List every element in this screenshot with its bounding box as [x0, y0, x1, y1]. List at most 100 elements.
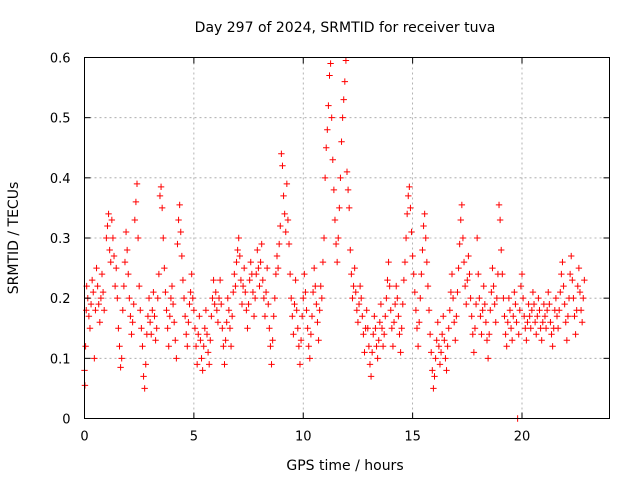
data-point: [306, 355, 314, 362]
data-point: [434, 319, 441, 326]
data-point: [207, 337, 214, 344]
data-point: [433, 337, 440, 344]
data-point: [407, 204, 414, 212]
data-point: [213, 307, 221, 314]
data-point: [353, 307, 361, 314]
data-point: [444, 343, 451, 350]
data-point: [232, 282, 239, 290]
data-point: [461, 282, 469, 290]
data-point: [552, 294, 560, 302]
data-point: [110, 252, 118, 260]
data-point: [302, 288, 309, 296]
data-point: [183, 331, 190, 338]
data-point: [92, 307, 99, 314]
data-point: [522, 325, 529, 332]
y-tick-label: 0.5: [50, 112, 71, 127]
data-point: [534, 313, 541, 320]
data-point: [435, 343, 443, 350]
data-point: [90, 288, 97, 296]
data-point: [436, 361, 444, 368]
data-point: [167, 294, 175, 302]
x-tick-labels: 0 5 10 15 20: [80, 430, 530, 445]
data-point: [218, 300, 225, 308]
data-point: [449, 294, 457, 302]
data-point: [146, 319, 154, 326]
data-point: [442, 355, 449, 362]
data-point: [383, 294, 390, 302]
data-point: [165, 343, 172, 350]
data-point: [145, 294, 153, 302]
data-point: [152, 337, 159, 344]
data-point: [196, 313, 203, 320]
data-point: [397, 349, 404, 356]
data-point: [554, 325, 562, 332]
data-point: [502, 331, 509, 338]
data-point: [219, 325, 226, 332]
data-point: [94, 282, 101, 290]
data-point: [168, 282, 176, 290]
data-point: [487, 307, 494, 314]
data-point: [339, 114, 346, 121]
data-point: [366, 361, 374, 368]
data-point: [368, 349, 376, 356]
data-point: [441, 337, 448, 344]
data-point: [543, 307, 551, 314]
data-point: [430, 385, 437, 392]
data-point: [538, 337, 545, 344]
data-point: [166, 313, 174, 320]
data-point: [386, 282, 393, 290]
data-point: [437, 349, 445, 356]
data-point: [331, 216, 339, 224]
data-point: [358, 294, 365, 302]
data-points: [81, 57, 588, 422]
data-point: [175, 216, 182, 224]
data-point: [223, 319, 230, 326]
data-point: [525, 300, 532, 308]
data-point: [157, 183, 165, 191]
data-point: [328, 114, 335, 121]
data-point: [260, 294, 268, 302]
data-point: [123, 246, 131, 254]
data-point: [236, 252, 244, 260]
data-point: [469, 331, 476, 338]
data-point: [557, 288, 564, 296]
data-point: [345, 204, 353, 212]
data-point: [450, 319, 458, 326]
data-point: [377, 300, 385, 308]
data-point: [253, 270, 260, 278]
data-point: [127, 313, 134, 320]
data-point: [163, 307, 170, 314]
data-point: [559, 258, 566, 266]
data-point: [539, 319, 546, 326]
data-point: [85, 313, 93, 320]
data-point: [477, 313, 484, 320]
data-point: [284, 216, 292, 224]
x-tick-label: 20: [514, 430, 531, 445]
data-point: [261, 313, 269, 320]
data-point: [370, 331, 377, 338]
data-point: [177, 228, 184, 236]
data-point: [432, 355, 439, 362]
y-tick-label: 0.6: [50, 52, 71, 67]
data-point: [411, 288, 419, 296]
data-point: [242, 288, 249, 296]
data-point: [216, 276, 224, 284]
data-point: [465, 252, 472, 260]
data-point: [382, 313, 389, 320]
data-point: [87, 300, 95, 308]
data-point: [116, 343, 123, 350]
data-point: [308, 313, 316, 320]
data-point: [399, 300, 406, 308]
data-point: [86, 325, 94, 332]
data-point: [531, 319, 539, 326]
data-point: [316, 307, 323, 314]
data-point: [490, 282, 497, 290]
y-tick-labels: 0 0.1 0.2 0.3 0.4 0.5 0.6: [50, 52, 71, 428]
data-point: [354, 319, 362, 326]
data-point: [526, 313, 533, 320]
data-point: [93, 264, 100, 272]
data-point: [457, 216, 464, 224]
data-point: [482, 319, 490, 326]
data-point: [141, 385, 148, 392]
data-point: [126, 294, 133, 302]
